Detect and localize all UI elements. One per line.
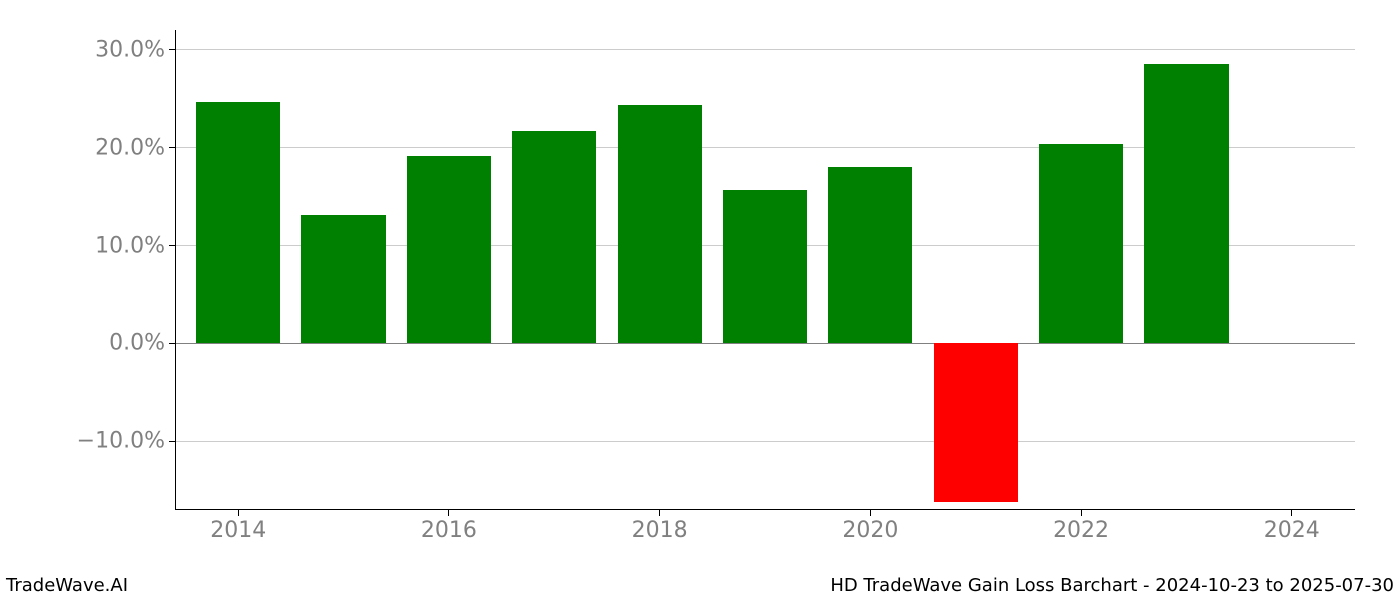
caption-right: HD TradeWave Gain Loss Barchart - 2024-1…: [830, 575, 1394, 596]
x-tick-label: 2024: [1264, 510, 1320, 543]
axis-spine-left: [175, 30, 176, 510]
x-tick-label: 2014: [210, 510, 266, 543]
x-tick-label: 2020: [842, 510, 898, 543]
watermark-left: TradeWave.AI: [6, 575, 128, 596]
y-tick-label: 30.0%: [95, 37, 175, 62]
bar: [1144, 64, 1228, 343]
y-tick-label: 0.0%: [109, 331, 175, 356]
y-tick-label: −10.0%: [77, 429, 175, 454]
gridline: [175, 49, 1355, 50]
bar: [1039, 144, 1123, 344]
y-tick-label: 20.0%: [95, 135, 175, 160]
y-tick-label: 10.0%: [95, 233, 175, 258]
bar: [828, 167, 912, 343]
figure: −10.0% 0.0% 10.0% 20.0% 30.0% 2014 2016 2018 202…: [0, 0, 1400, 600]
bar: [301, 215, 385, 343]
bar: [934, 343, 1018, 502]
axis-spine-bottom: [175, 509, 1355, 510]
x-tick-label: 2016: [421, 510, 477, 543]
x-tick-label: 2022: [1053, 510, 1109, 543]
bar: [618, 105, 702, 343]
plot-area: −10.0%0.0%10.0%20.0%30.0%201420162018202…: [175, 30, 1355, 510]
bar: [723, 190, 807, 344]
bar: [512, 131, 596, 344]
bar: [407, 156, 491, 343]
x-tick-label: 2018: [632, 510, 688, 543]
bar: [196, 102, 280, 344]
gridline: [175, 441, 1355, 442]
